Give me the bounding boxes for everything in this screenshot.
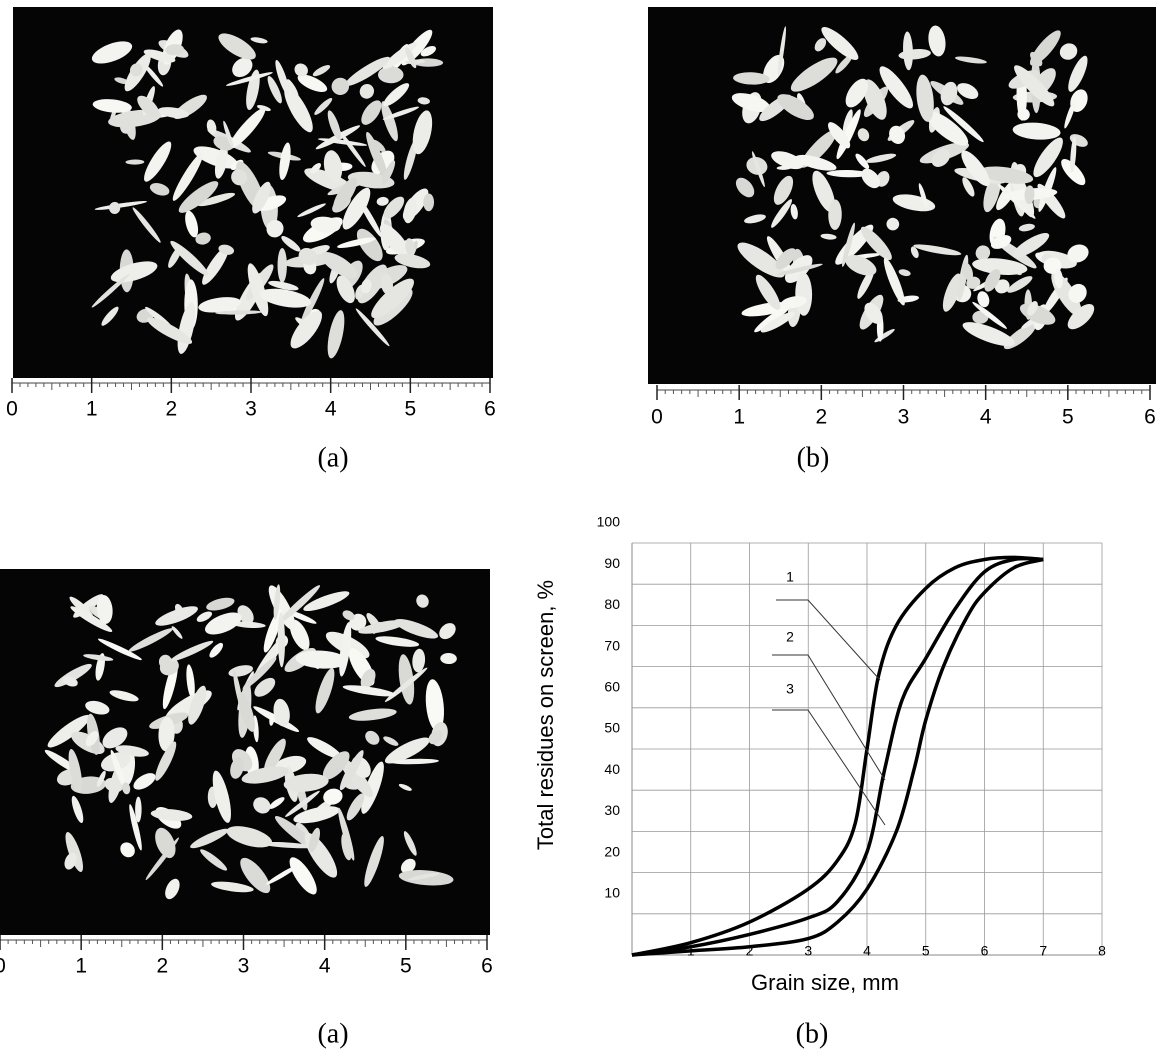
series-label: 2: [786, 629, 794, 645]
y-tick-label: 50: [604, 720, 620, 736]
y-tick-label: 60: [604, 679, 620, 695]
ruler-tick-label: 2: [165, 398, 177, 421]
ruler-tick-label: 5: [404, 398, 416, 421]
x-axis-label: Grain size, mm: [751, 970, 899, 995]
ruler-tick-label: 0: [651, 406, 663, 429]
ruler-tick-label: 3: [898, 406, 910, 429]
y-tick-label: 70: [604, 637, 620, 653]
series-label: 1: [786, 569, 794, 585]
x-tick-label: 4: [863, 943, 871, 959]
caption: (a): [317, 442, 348, 473]
ruler-tick-label: 3: [245, 398, 257, 421]
caption: (a): [317, 1018, 348, 1049]
line-series: [632, 559, 1043, 955]
shard: [378, 66, 404, 83]
ruler-tick-label: 6: [1144, 406, 1156, 429]
ruler-tick-label: 4: [325, 398, 337, 421]
shard: [135, 797, 141, 823]
x-tick-label: 7: [1039, 943, 1047, 959]
y-tick-label: 80: [604, 596, 620, 612]
y-tick-label: 30: [604, 802, 620, 818]
x-tick-label: 6: [981, 943, 989, 959]
leader-line: [772, 655, 885, 780]
x-tick-label: 8: [1098, 943, 1106, 959]
ruler-tick-label: 2: [156, 955, 168, 978]
ruler-tick-label: 4: [980, 406, 992, 429]
y-tick-label: 40: [604, 761, 620, 777]
x-tick-label: 5: [922, 943, 930, 959]
caption: (b): [797, 442, 830, 473]
y-tick-label: 100: [597, 514, 621, 530]
ruler-tick-label: 1: [86, 398, 98, 421]
leader-line: [772, 710, 885, 825]
ruler-tick-label: 3: [238, 955, 250, 978]
y-tick-label: 10: [604, 885, 620, 901]
ruler-tick-label: 1: [733, 406, 745, 429]
ruler-tick-label: 2: [815, 406, 827, 429]
line-series: [632, 559, 1043, 955]
y-tick-label: 20: [604, 843, 620, 859]
ruler-tick-label: 4: [319, 955, 331, 978]
line-series: [632, 557, 1043, 955]
figure: 0 1 2 3 4 5 6 (a) 0 1 2 3 4 5 6 (b) 0 1 2 3 4 5 6 (a) 10 20 30 40 50…: [0, 0, 1161, 1053]
ruler-tick-label: 1: [75, 955, 87, 978]
y-axis-label: Total residues on screen, %: [533, 580, 558, 850]
shard: [278, 248, 287, 283]
ruler-tick-label: 0: [6, 398, 18, 421]
ruler-tick-label: 6: [484, 398, 496, 421]
ruler-tick-label: 0: [0, 955, 6, 978]
series-label: 3: [786, 681, 794, 697]
x-tick-label: 3: [804, 943, 812, 959]
ruler-tick-label: 5: [400, 955, 412, 978]
ruler-tick-label: 6: [481, 955, 493, 978]
ruler-tick-label: 5: [1062, 406, 1074, 429]
caption: (b): [796, 1018, 829, 1049]
y-tick-label: 90: [604, 555, 620, 571]
